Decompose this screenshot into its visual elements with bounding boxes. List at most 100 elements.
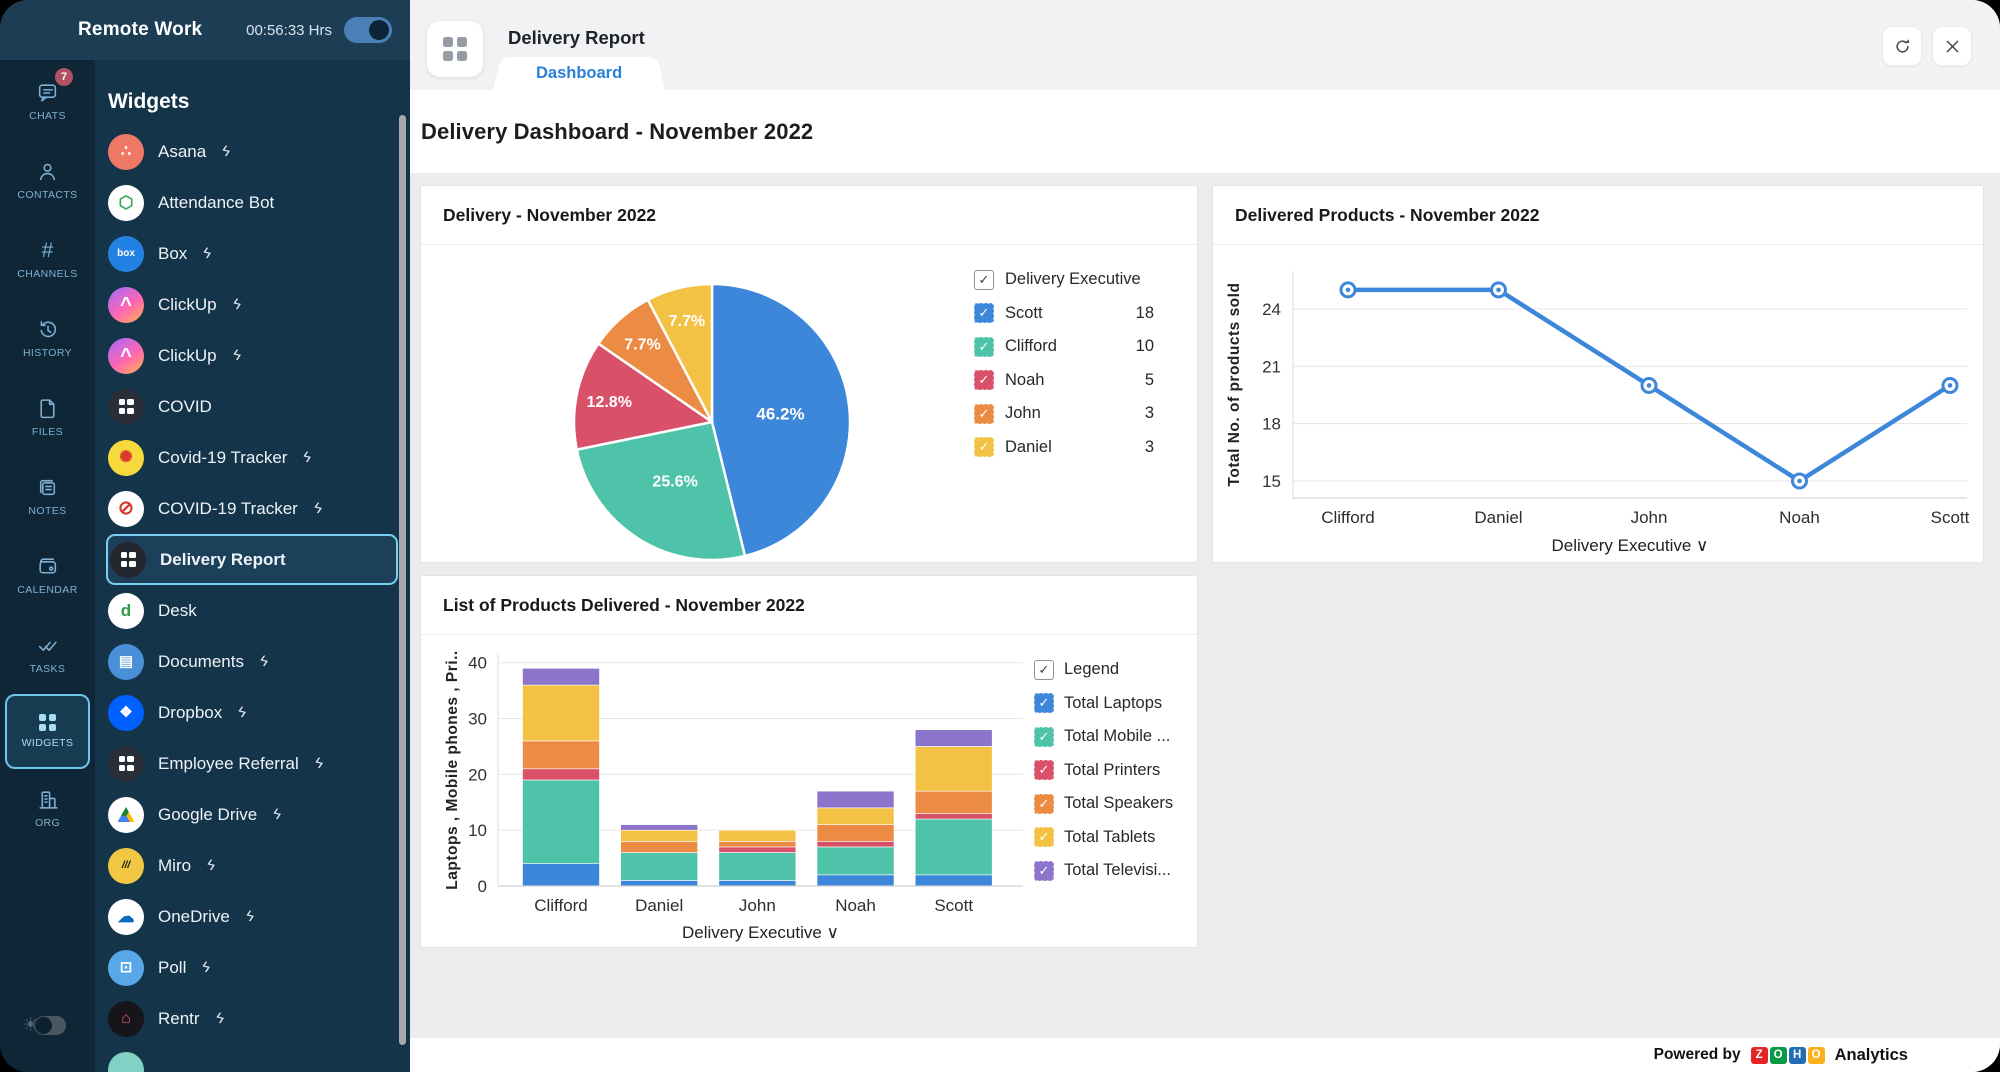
widget-item-desk[interactable]: d Desk <box>108 585 410 636</box>
checkbox-icon[interactable]: ✓ <box>1034 860 1054 881</box>
checkbox-icon[interactable]: ✓ <box>974 403 994 424</box>
bar-segment[interactable] <box>816 846 895 876</box>
bar-segment[interactable] <box>718 829 797 842</box>
pie-slice-scott[interactable] <box>710 282 852 558</box>
widget-item-attendance-bot[interactable]: ⬡ Attendance Bot <box>108 177 410 228</box>
legend-item-scott[interactable]: ✓ Scott 18 <box>974 297 1154 331</box>
widget-item-box[interactable]: box Box ϟ <box>108 228 410 279</box>
sidebar-item-chats[interactable]: 7 CHATS <box>0 62 95 141</box>
widget-item-onedrive[interactable]: ☁ OneDrive ϟ <box>108 891 410 942</box>
bar-segment[interactable] <box>914 818 993 876</box>
pie-slice-noah[interactable] <box>572 342 714 451</box>
widget-item-partial[interactable] <box>108 1044 410 1072</box>
checkbox-icon[interactable]: ✓ <box>1034 827 1054 848</box>
bar-segment[interactable] <box>816 807 895 825</box>
bar-segment[interactable] <box>914 813 993 820</box>
bar-segment[interactable] <box>522 668 600 686</box>
bar-segment[interactable] <box>718 880 797 887</box>
presence-toggle[interactable] <box>344 17 392 43</box>
sidebar-item-files[interactable]: FILES <box>0 378 95 457</box>
widget-item-covid-19-tracker[interactable]: ✺ Covid-19 Tracker ϟ <box>108 432 410 483</box>
sidebar-item-tasks[interactable]: TASKS <box>0 615 95 694</box>
bar-segment[interactable] <box>816 874 895 887</box>
sidebar-item-widgets[interactable]: WIDGETS <box>5 694 90 769</box>
refresh-button[interactable] <box>1882 26 1922 66</box>
bar-segment[interactable] <box>522 768 600 781</box>
svg-text:Scott: Scott <box>934 896 973 915</box>
bar-segment[interactable] <box>620 880 698 887</box>
sidebar-scrollbar[interactable] <box>399 115 406 1045</box>
legend-item-total-laptops[interactable]: ✓ Total Laptops <box>1034 687 1194 721</box>
widget-item-clickup[interactable]: ^ ClickUp ϟ <box>108 279 410 330</box>
line-chart[interactable]: 15 18 21 24 Clifford Daniel John Noah Scott Deliv… <box>1215 249 1981 561</box>
checkbox-icon[interactable]: ✓ <box>974 336 994 357</box>
bar-segment[interactable] <box>914 790 993 814</box>
checkbox-icon[interactable]: ✓ <box>974 269 994 290</box>
legend-item-john[interactable]: ✓ John 3 <box>974 397 1154 431</box>
bar-segment[interactable] <box>718 852 797 881</box>
widget-item-dropbox[interactable]: ❖ Dropbox ϟ <box>108 687 410 738</box>
svg-text:Clifford: Clifford <box>534 896 588 915</box>
sidebar-item-notes[interactable]: NOTES <box>0 457 95 536</box>
sidebar-item-calendar[interactable]: CALENDAR <box>0 536 95 615</box>
bar-segment[interactable] <box>522 684 600 742</box>
checkbox-icon[interactable]: ✓ <box>1034 793 1054 814</box>
checkbox-icon[interactable]: ✓ <box>974 370 994 391</box>
bar-segment[interactable] <box>816 790 895 809</box>
bar-segment[interactable] <box>620 841 698 853</box>
theme-toggle[interactable]: ☀ <box>22 1012 70 1040</box>
covid19-tracker-logo: ✺ <box>108 439 144 476</box>
tab-dashboard[interactable]: Dashboard <box>506 57 653 90</box>
legend-item-total-printers[interactable]: ✓ Total Printers <box>1034 754 1194 788</box>
widget-item-employee-referral[interactable]: Employee Referral ϟ <box>108 738 410 789</box>
bar-segment[interactable] <box>816 824 895 842</box>
bar-segment[interactable] <box>914 874 993 887</box>
checkbox-icon[interactable]: ✓ <box>1034 659 1054 680</box>
bar-segment[interactable] <box>620 829 698 842</box>
checkbox-icon[interactable]: ✓ <box>974 303 994 324</box>
bar-segment[interactable] <box>914 746 993 792</box>
legend-header[interactable]: ✓ Legend <box>1034 653 1194 687</box>
bar-segment[interactable] <box>522 863 600 887</box>
widget-item-poll[interactable]: ⊡ Poll ϟ <box>108 942 410 993</box>
sidebar-item-history[interactable]: HISTORY <box>0 299 95 378</box>
widget-item-asana[interactable]: ∴ Asana ϟ <box>108 126 410 177</box>
sidebar-item-org[interactable]: ORG <box>0 769 95 848</box>
close-button[interactable] <box>1932 26 1972 66</box>
widget-item-rentr[interactable]: ⌂ Rentr ϟ <box>108 993 410 1044</box>
pie-slice-clifford[interactable] <box>575 420 747 562</box>
legend-item-total-speakers[interactable]: ✓ Total Speakers <box>1034 787 1194 821</box>
bar-segment[interactable] <box>816 841 895 848</box>
stacked-bar-chart[interactable]: 0 10 20 30 40 Clifford Daniel John Noah Scott Deli… <box>423 637 1031 943</box>
sidebar-item-channels[interactable]: # CHANNELS <box>0 220 95 299</box>
svg-text:18: 18 <box>1262 415 1281 434</box>
checkbox-icon[interactable]: ✓ <box>1034 760 1054 781</box>
widget-item-covid-19-tracker[interactable]: ⊘ COVID-19 Tracker ϟ <box>108 483 410 534</box>
legend-item-total-televisi-[interactable]: ✓ Total Televisi... <box>1034 854 1194 888</box>
legend-item-clifford[interactable]: ✓ Clifford 10 <box>974 330 1154 364</box>
checkbox-icon[interactable]: ✓ <box>1034 726 1054 747</box>
widget-item-clickup[interactable]: ^ ClickUp ϟ <box>108 330 410 381</box>
widget-item-google-drive[interactable]: Google Drive ϟ <box>108 789 410 840</box>
bar-segment[interactable] <box>914 729 993 747</box>
checkbox-icon[interactable]: ✓ <box>1034 693 1054 714</box>
pie-chart[interactable]: 46.2% 25.6% 12.8% 7.7% 7.7% <box>569 279 855 565</box>
checkbox-icon[interactable]: ✓ <box>974 437 994 458</box>
bar-segment[interactable] <box>522 779 600 864</box>
widget-item-delivery-report[interactable]: Delivery Report <box>106 534 398 585</box>
bar-segment[interactable] <box>718 841 797 848</box>
bar-segment[interactable] <box>620 824 698 831</box>
legend-item-total-tablets[interactable]: ✓ Total Tablets <box>1034 821 1194 855</box>
sidebar-item-contacts[interactable]: CONTACTS <box>0 141 95 220</box>
bar-segment[interactable] <box>718 846 797 853</box>
legend-header[interactable]: ✓ Delivery Executive <box>974 263 1189 297</box>
legend-item-daniel[interactable]: ✓ Daniel 3 <box>974 431 1154 465</box>
pie-slice-daniel[interactable] <box>646 282 714 424</box>
legend-item-total-mobile-[interactable]: ✓ Total Mobile ... <box>1034 720 1194 754</box>
legend-item-noah[interactable]: ✓ Noah 5 <box>974 364 1154 398</box>
widget-item-miro[interactable]: /// Miro ϟ <box>108 840 410 891</box>
bar-segment[interactable] <box>522 740 600 770</box>
bar-segment[interactable] <box>620 852 698 881</box>
widget-item-documents[interactable]: ▤ Documents ϟ <box>108 636 410 687</box>
widget-item-covid[interactable]: COVID <box>108 381 410 432</box>
